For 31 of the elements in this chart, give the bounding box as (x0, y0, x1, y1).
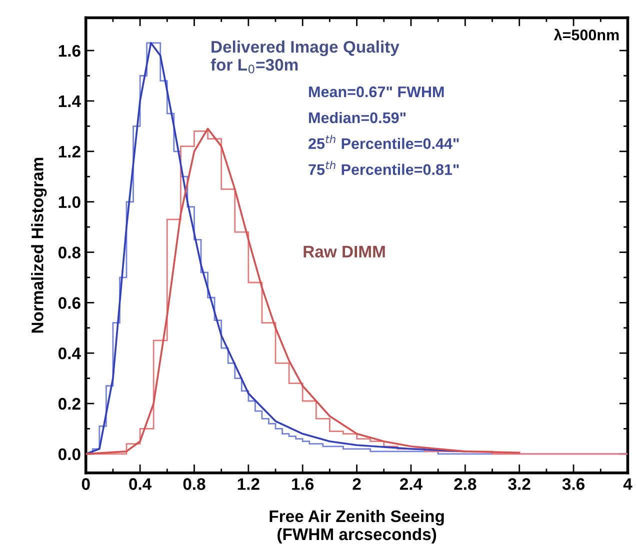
annotation: Mean=0.67" FWHM (309, 86, 444, 98)
annotation: Median=0.59" (309, 112, 406, 124)
line-series (86, 128, 520, 455)
x-tick-label: 0 (82, 478, 90, 490)
text: Raw DIMM (304, 246, 385, 258)
x-tick-label: 3.6 (562, 478, 585, 490)
y-tick-label: 0.6 (58, 297, 80, 309)
text: Delivered Image Quality for L$_{0}$=30m (210, 40, 400, 74)
y-tick-label: 0.0 (58, 448, 80, 460)
x-tick-label: 0.8 (183, 478, 206, 490)
y-tick-label: 1.6 (58, 44, 80, 57)
y-tick-label: 0.8 (58, 246, 80, 258)
y-tick-label: 0.2 (58, 398, 80, 410)
x-tick-label: 2.8 (454, 478, 476, 490)
y-tick-label: 0.4 (58, 348, 81, 360)
x-tick-label: 3.2 (508, 478, 530, 490)
y-axis-title: Normalized Histogram (31, 158, 47, 333)
line-series (86, 42, 466, 455)
y-tick-label: 1.0 (58, 196, 80, 208)
annotation: λ=500nm (554, 28, 619, 40)
x-tick-label: 1.2 (238, 478, 260, 490)
x-tick-label: 2.4 (400, 478, 422, 490)
x-axis-title: Free Air Zenith Seeing (FWHM arcseconds) (270, 510, 444, 544)
y-tick-label: 1.4 (58, 96, 81, 108)
x-tick-label: 4 (623, 478, 632, 490)
x-tick-label: 1.6 (292, 478, 314, 490)
x-tick-label: 0.4 (129, 478, 152, 490)
annotation: 75$^{th}$ Percentile=0.81" (308, 160, 459, 175)
y-tick-label: 1.2 (58, 146, 80, 158)
x-tick-label: 2 (352, 478, 361, 490)
annotation: 25$^{th}$ Percentile=0.44" (308, 134, 459, 150)
